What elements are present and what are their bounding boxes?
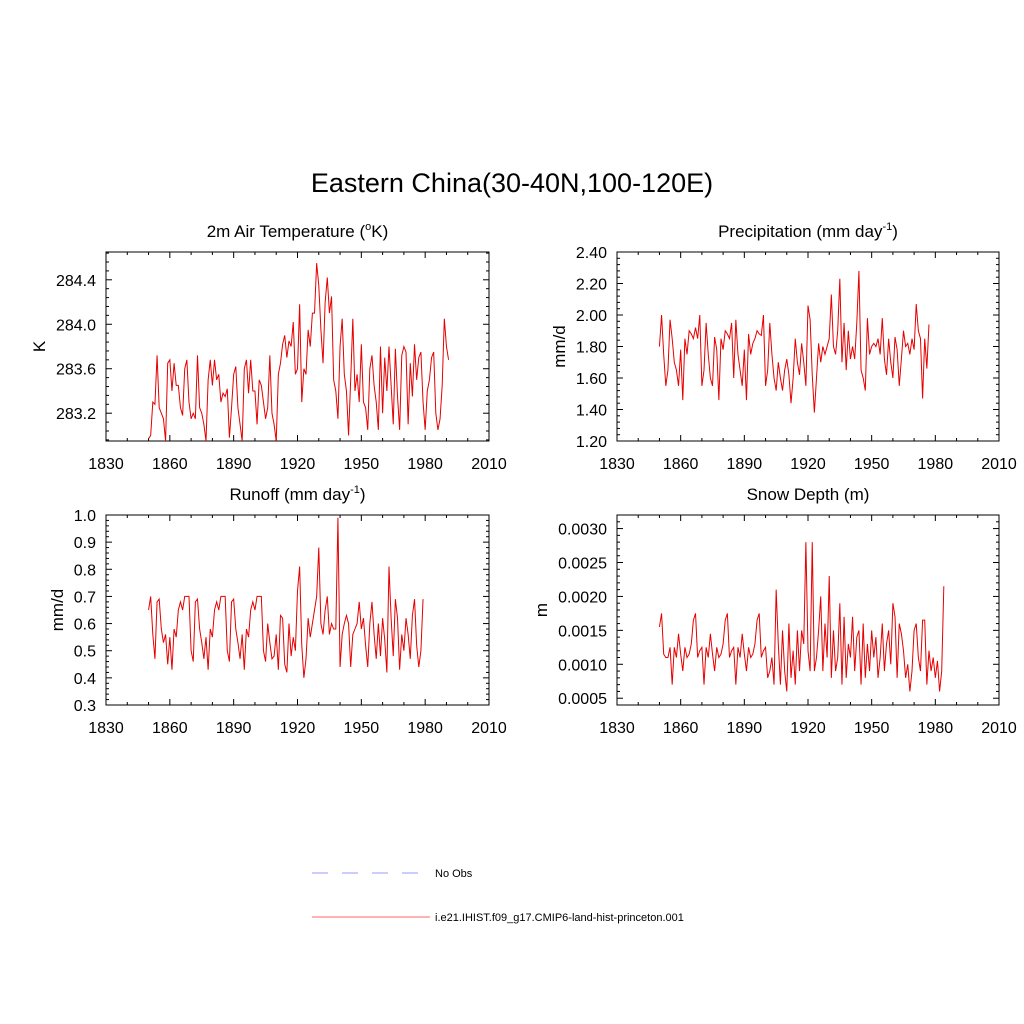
y-tick-label: 1.40 (576, 403, 607, 420)
y-tick-label: 1.0 (74, 508, 96, 525)
x-tick-label: 1860 (152, 720, 188, 737)
plot-frame (105, 514, 490, 706)
x-tick-label: 1950 (854, 456, 890, 473)
x-tick-label: 1890 (216, 456, 252, 473)
y-tick-label: 283.2 (56, 406, 96, 423)
y-tick-label: 2.00 (576, 308, 607, 325)
plot-frame (105, 251, 490, 442)
x-tick-label: 1920 (790, 456, 826, 473)
x-tick-label: 1950 (854, 720, 890, 737)
y-tick-label: 1.80 (576, 340, 607, 357)
panel-air-temperature: 1830 1860 1890 1920 1950 1980 2010 283.2 283.6 28… (30, 221, 507, 473)
x-tick-label: 1830 (599, 720, 635, 737)
x-tick-label: 1980 (918, 720, 954, 737)
y-tick-label: 0.3 (74, 698, 96, 715)
x-tick-label: 1920 (280, 456, 316, 473)
y-tick-label: 0.0030 (558, 522, 607, 539)
panel-title: 2m Air Temperature (oK) (207, 221, 389, 241)
y-tick-label: 0.4 (74, 671, 96, 688)
panel-precipitation: 1830 1860 1890 1920 1950 1980 2010 1.20 1.40 1.60… (550, 221, 1017, 473)
x-tick-label: 1950 (344, 456, 380, 473)
panel-title-suffix: K) (371, 222, 388, 241)
panel-title-suffix: ) (360, 485, 366, 504)
y-tick-label: 0.0025 (558, 556, 607, 573)
y-tick-label: 0.5 (74, 644, 96, 661)
y-axis-label: m (532, 603, 551, 617)
x-tick-label: 1830 (88, 456, 124, 473)
panel-snow-depth: 1830 1860 1890 1920 1950 1980 2010 0.0005 0.0010… (532, 485, 1017, 737)
y-tick-label: 0.7 (74, 589, 96, 606)
x-tick-label: 1890 (727, 456, 763, 473)
x-tick-label: 2010 (981, 720, 1017, 737)
x-tick-label: 1980 (407, 456, 443, 473)
y-tick-label: 284.4 (56, 273, 96, 290)
y-axis-label: K (30, 340, 49, 352)
x-tick-label: 1980 (918, 456, 954, 473)
panel-title-text: Precipitation (mm day (718, 222, 883, 241)
panel-title-suffix: ) (892, 222, 898, 241)
x-tick-label: 1890 (216, 720, 252, 737)
y-axis-label: mm/d (550, 325, 569, 368)
x-tick-label: 1920 (280, 720, 316, 737)
panel-runoff: 1830 1860 1890 1920 1950 1980 2010 0.3 0.4 0.5 0.6… (48, 484, 507, 737)
legend-label-no-obs: No Obs (435, 868, 473, 880)
y-tick-label: 0.0010 (558, 657, 607, 674)
y-tick-label: 0.8 (74, 562, 96, 579)
y-tick-label: 2.40 (576, 245, 607, 262)
x-tick-label: 1860 (663, 720, 699, 737)
series-line (658, 270, 930, 413)
legend: No Obs i.e21.IHIST.f09_g17.CMIP6-land-hi… (312, 868, 684, 924)
x-tick-label: 1950 (344, 720, 380, 737)
y-tick-label: 2.20 (576, 277, 607, 294)
x-tick-label: 2010 (981, 456, 1017, 473)
y-tick-label: 284.0 (56, 317, 96, 334)
y-axis-label: mm/d (48, 589, 67, 632)
y-tick-label: 0.9 (74, 535, 96, 552)
legend-label-model: i.e21.IHIST.f09_g17.CMIP6-land-hist-prin… (435, 912, 684, 924)
panel-title-text: 2m Air Temperature ( (207, 222, 366, 241)
series-line (148, 263, 450, 442)
x-tick-label: 1860 (152, 456, 188, 473)
panel-title: Snow Depth (m) (747, 485, 870, 504)
x-tick-label: 2010 (471, 456, 507, 473)
plot-frame (616, 251, 1000, 442)
series-line (148, 517, 424, 678)
x-tick-label: 1920 (790, 720, 826, 737)
panel-title-text: Snow Depth (m) (747, 485, 870, 504)
figure-title: Eastern China(30-40N,100-120E) (310, 168, 714, 198)
panel-title: Runoff (mm day-1) (229, 484, 365, 504)
x-tick-label: 1980 (407, 720, 443, 737)
y-tick-label: 0.0015 (558, 623, 607, 640)
x-tick-label: 1830 (88, 720, 124, 737)
y-tick-label: 1.60 (576, 371, 607, 388)
panel-title-superscript: -1 (350, 484, 360, 496)
y-tick-label: 0.6 (74, 617, 96, 634)
panel-title-superscript: -1 (882, 221, 892, 233)
y-tick-label: 1.20 (576, 434, 607, 451)
y-tick-label: 0.0005 (558, 691, 607, 708)
x-tick-label: 1830 (599, 456, 635, 473)
y-tick-label: 283.6 (56, 362, 96, 379)
x-tick-label: 1860 (663, 456, 699, 473)
x-tick-label: 1890 (727, 720, 763, 737)
panel-title-superscript: o (365, 221, 371, 233)
x-tick-label: 2010 (471, 720, 507, 737)
panel-title: Precipitation (mm day-1) (718, 221, 898, 241)
y-tick-label: 0.0020 (558, 589, 607, 606)
plot-frame (616, 514, 1000, 706)
series-line (658, 542, 945, 692)
panel-title-text: Runoff (mm day (229, 485, 350, 504)
